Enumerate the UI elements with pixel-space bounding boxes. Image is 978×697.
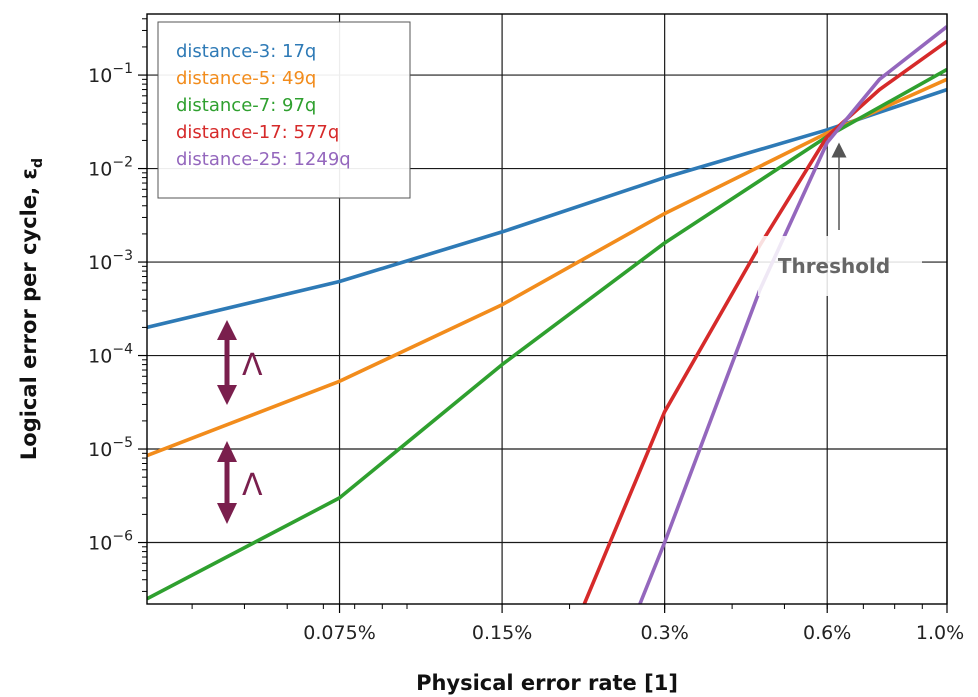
x-axis-title: Physical error rate [1] [416, 671, 678, 695]
lambda-annotation-2: Λ [217, 441, 263, 524]
lambda-label-2: Λ [242, 468, 263, 503]
y-tick-label: 10−2 [88, 155, 133, 181]
lambda-arrow-2-head-down [217, 503, 237, 524]
threshold-label-bg [758, 236, 922, 296]
lambda-arrow-1-head-up [217, 320, 237, 340]
y-axis-title-main: Logical error per cycle, ε [17, 168, 41, 460]
y-tick-label: 10−4 [88, 342, 133, 368]
x-tick-label: 0.6% [803, 622, 851, 644]
y-tick-label: 10−3 [88, 248, 133, 274]
legend-entry-d17: distance-17: 577q [176, 122, 339, 143]
legend-entry-d5: distance-5: 49q [176, 68, 316, 89]
x-tick-label: 0.15% [472, 622, 532, 644]
legend-entry-d3: distance-3: 17q [176, 41, 316, 62]
y-axis-title: Logical error per cycle, εd [17, 158, 46, 460]
threshold-label: Threshold [778, 254, 890, 278]
legend-box [157, 21, 411, 199]
series-line-5 [638, 25, 947, 604]
x-ticks: 0.075% 0.15% 0.3% 0.6% 1.0% [191, 604, 964, 644]
x-tick-label: 0.075% [303, 622, 375, 644]
y-axis-title-subscript: d [30, 158, 46, 168]
threshold-annotation: Threshold [758, 142, 922, 296]
y-tick-label: 10−6 [88, 529, 133, 555]
series-line-4 [582, 39, 947, 604]
y-tick-label: 10−1 [88, 61, 133, 87]
legend-entry-d7: distance-7: 97q [176, 95, 316, 116]
lambda-arrow-1-head-down [217, 385, 237, 405]
y-tick-label: 10−5 [88, 435, 133, 461]
series-line-3 [147, 67, 947, 601]
x-tick-label: 0.3% [641, 622, 689, 644]
plot-frame [146, 13, 948, 605]
series-lines [147, 25, 947, 604]
lambda-label-1: Λ [242, 348, 263, 383]
x-tick-label: 1.0% [916, 622, 964, 644]
legend: distance-3: 17q distance-5: 49q distance… [157, 21, 411, 199]
legend-entry-d25: distance-25: 1249q [176, 149, 351, 170]
lambda-annotation-1: Λ [217, 320, 263, 405]
lambda-arrow-2-head-up [217, 441, 237, 462]
y-ticks: 10−1 10−2 10−3 10−4 10−5 10−6 [88, 18, 147, 592]
